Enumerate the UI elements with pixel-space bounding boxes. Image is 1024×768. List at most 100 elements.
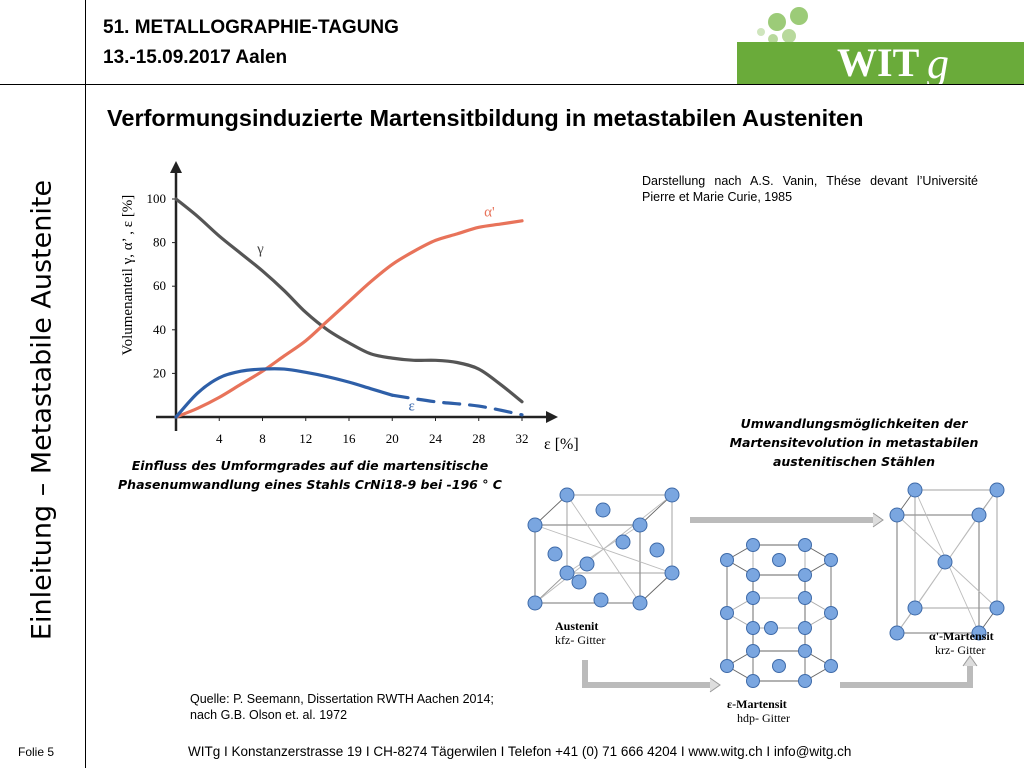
atom-icon	[559, 487, 575, 503]
chart-series	[174, 197, 524, 419]
x-tick-label: 28	[472, 431, 485, 446]
series-line-gamma	[174, 197, 524, 404]
atom-icon	[764, 621, 778, 635]
alpha-type: krz- Gitter	[935, 643, 985, 657]
atom-icon	[571, 574, 587, 590]
conference-name: 51. METALLOGRAPHIE-TAGUNG	[103, 17, 399, 38]
source-note: Quelle: P. Seemann, Dissertation RWTH Aa…	[190, 691, 494, 723]
slide-title: Verformungsinduzierte Martensitbildung i…	[107, 105, 864, 131]
atom-icon	[907, 482, 923, 498]
series-line-epsilon-dashed	[390, 393, 524, 417]
atom-icon	[989, 482, 1005, 498]
lattice-caption-line: Umwandlungsmöglichkeiten der	[740, 416, 968, 431]
atom-icon	[798, 621, 812, 635]
chart-caption: Einfluss des Umformgrades auf die marten…	[100, 456, 520, 494]
atom-icon	[593, 592, 609, 608]
logo-bar	[737, 42, 1024, 84]
chart-caption-line: Einfluss des Umformgrades auf die marten…	[131, 458, 489, 473]
atom-icon	[907, 600, 923, 616]
y-tick-label: 100	[147, 191, 167, 206]
atom-icon	[824, 553, 838, 567]
atom-icon	[746, 591, 760, 605]
y-axis-label: Volumenanteil γ, α’ , ε [%]	[120, 195, 136, 356]
series-label: ε	[408, 398, 414, 414]
lattice-caption-line: Martensitevolution in metastabilen	[729, 435, 979, 450]
y-tick-label: 20	[153, 365, 166, 380]
transition-arrow	[582, 660, 715, 688]
atom-icon	[649, 542, 665, 558]
atom-icon	[772, 659, 786, 673]
atom-icon	[632, 595, 648, 611]
x-tick-label: 32	[516, 431, 529, 446]
y-axis-arrow-icon	[170, 161, 182, 173]
atom-icon	[595, 502, 611, 518]
x-tick-label: 4	[216, 431, 223, 446]
chart-caption-line: Phasenumwandlung eines Stahls CrNi18-9 b…	[118, 477, 502, 492]
atom-icon	[971, 507, 987, 523]
atom-icon	[798, 568, 812, 582]
conference-dates: 13.-15.09.2017 Aalen	[103, 47, 288, 68]
atom-icon	[889, 625, 905, 641]
atom-icon	[559, 565, 575, 581]
atom-icon	[824, 606, 838, 620]
header-horizontal-rule	[0, 84, 1024, 85]
logo-dot-icon	[790, 7, 808, 25]
transition-arrow	[840, 660, 973, 688]
atom-icon	[746, 621, 760, 635]
logo-text: WIT	[837, 40, 920, 84]
slide-number: Folie 5	[18, 745, 55, 759]
atom-icon	[664, 565, 680, 581]
atom-icon	[547, 546, 563, 562]
y-tick-label: 40	[153, 322, 166, 337]
atom-icon	[720, 659, 734, 673]
atom-icon	[798, 538, 812, 552]
atom-icon	[798, 591, 812, 605]
atom-icon	[720, 553, 734, 567]
x-tick-label: 12	[299, 431, 312, 446]
lattice-caption: Umwandlungsmöglichkeiten der Martensitev…	[698, 414, 1010, 471]
atom-icon	[615, 534, 631, 550]
x-tick-label: 20	[386, 431, 399, 446]
x-tick-label: 8	[259, 431, 266, 446]
atom-icon	[772, 553, 786, 567]
series-label: γ	[256, 242, 264, 258]
logo-dot-icon	[768, 13, 786, 31]
chart-axes	[156, 161, 558, 431]
atom-icon	[527, 595, 543, 611]
footer-contact: WITg I Konstanzerstrasse 19 I CH-8274 Tä…	[188, 744, 852, 759]
logo-dot-icon	[782, 29, 796, 43]
atom-icon	[664, 487, 680, 503]
logo-suffix: g	[927, 39, 949, 84]
austenit-label: Austenit	[555, 619, 598, 633]
x-tick-label: 24	[429, 431, 443, 446]
atom-icon	[889, 507, 905, 523]
austenit-type: kfz- Gitter	[555, 633, 605, 647]
header-vertical-rule	[85, 0, 86, 768]
series-line-alpha	[174, 219, 524, 419]
atom-icon	[579, 556, 595, 572]
atom-icon	[746, 644, 760, 658]
source-line: Quelle: P. Seemann, Dissertation RWTH Aa…	[190, 692, 494, 706]
side-title: Einleitung – Metastabile Austenite	[26, 179, 58, 641]
atom-icon	[937, 554, 953, 570]
logo-dot-icon	[757, 28, 765, 36]
lattice-diagram: Austenit kfz- Gitter ε-	[527, 482, 1005, 725]
arrow-head-icon	[872, 512, 884, 528]
witg-logo: WIT g	[737, 7, 1024, 84]
logo-dot-icon	[768, 34, 778, 44]
atom-icon	[989, 600, 1005, 616]
atom-icon	[746, 538, 760, 552]
atom-icon	[971, 625, 987, 641]
y-tick-label: 60	[153, 278, 166, 293]
atom-icon	[746, 568, 760, 582]
source-line: nach G.B. Olson et. al. 1972	[190, 708, 348, 722]
x-axis-label: ε [%]	[544, 436, 579, 453]
atom-icon	[632, 517, 648, 533]
atom-icon	[798, 674, 812, 688]
chart-ticks: 4 8 12 16 20 24 28 32 20 40 60 80 100	[147, 191, 529, 446]
atom-icon	[527, 517, 543, 533]
phase-fraction-chart: 4 8 12 16 20 24 28 32 20 40 60 80 100 γ α' ε Volumenan…	[120, 161, 579, 453]
y-tick-label: 80	[153, 235, 166, 250]
epsilon-type: hdp- Gitter	[737, 711, 790, 725]
x-axis-arrow-icon	[546, 411, 558, 423]
